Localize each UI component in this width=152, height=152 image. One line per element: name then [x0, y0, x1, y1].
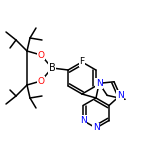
Text: F: F [79, 57, 85, 67]
Text: O: O [38, 76, 45, 85]
Text: N: N [96, 79, 102, 88]
Text: N: N [93, 123, 99, 133]
Text: N: N [117, 91, 124, 100]
Text: N: N [80, 116, 86, 125]
Text: O: O [38, 50, 45, 59]
Text: B: B [49, 63, 55, 73]
